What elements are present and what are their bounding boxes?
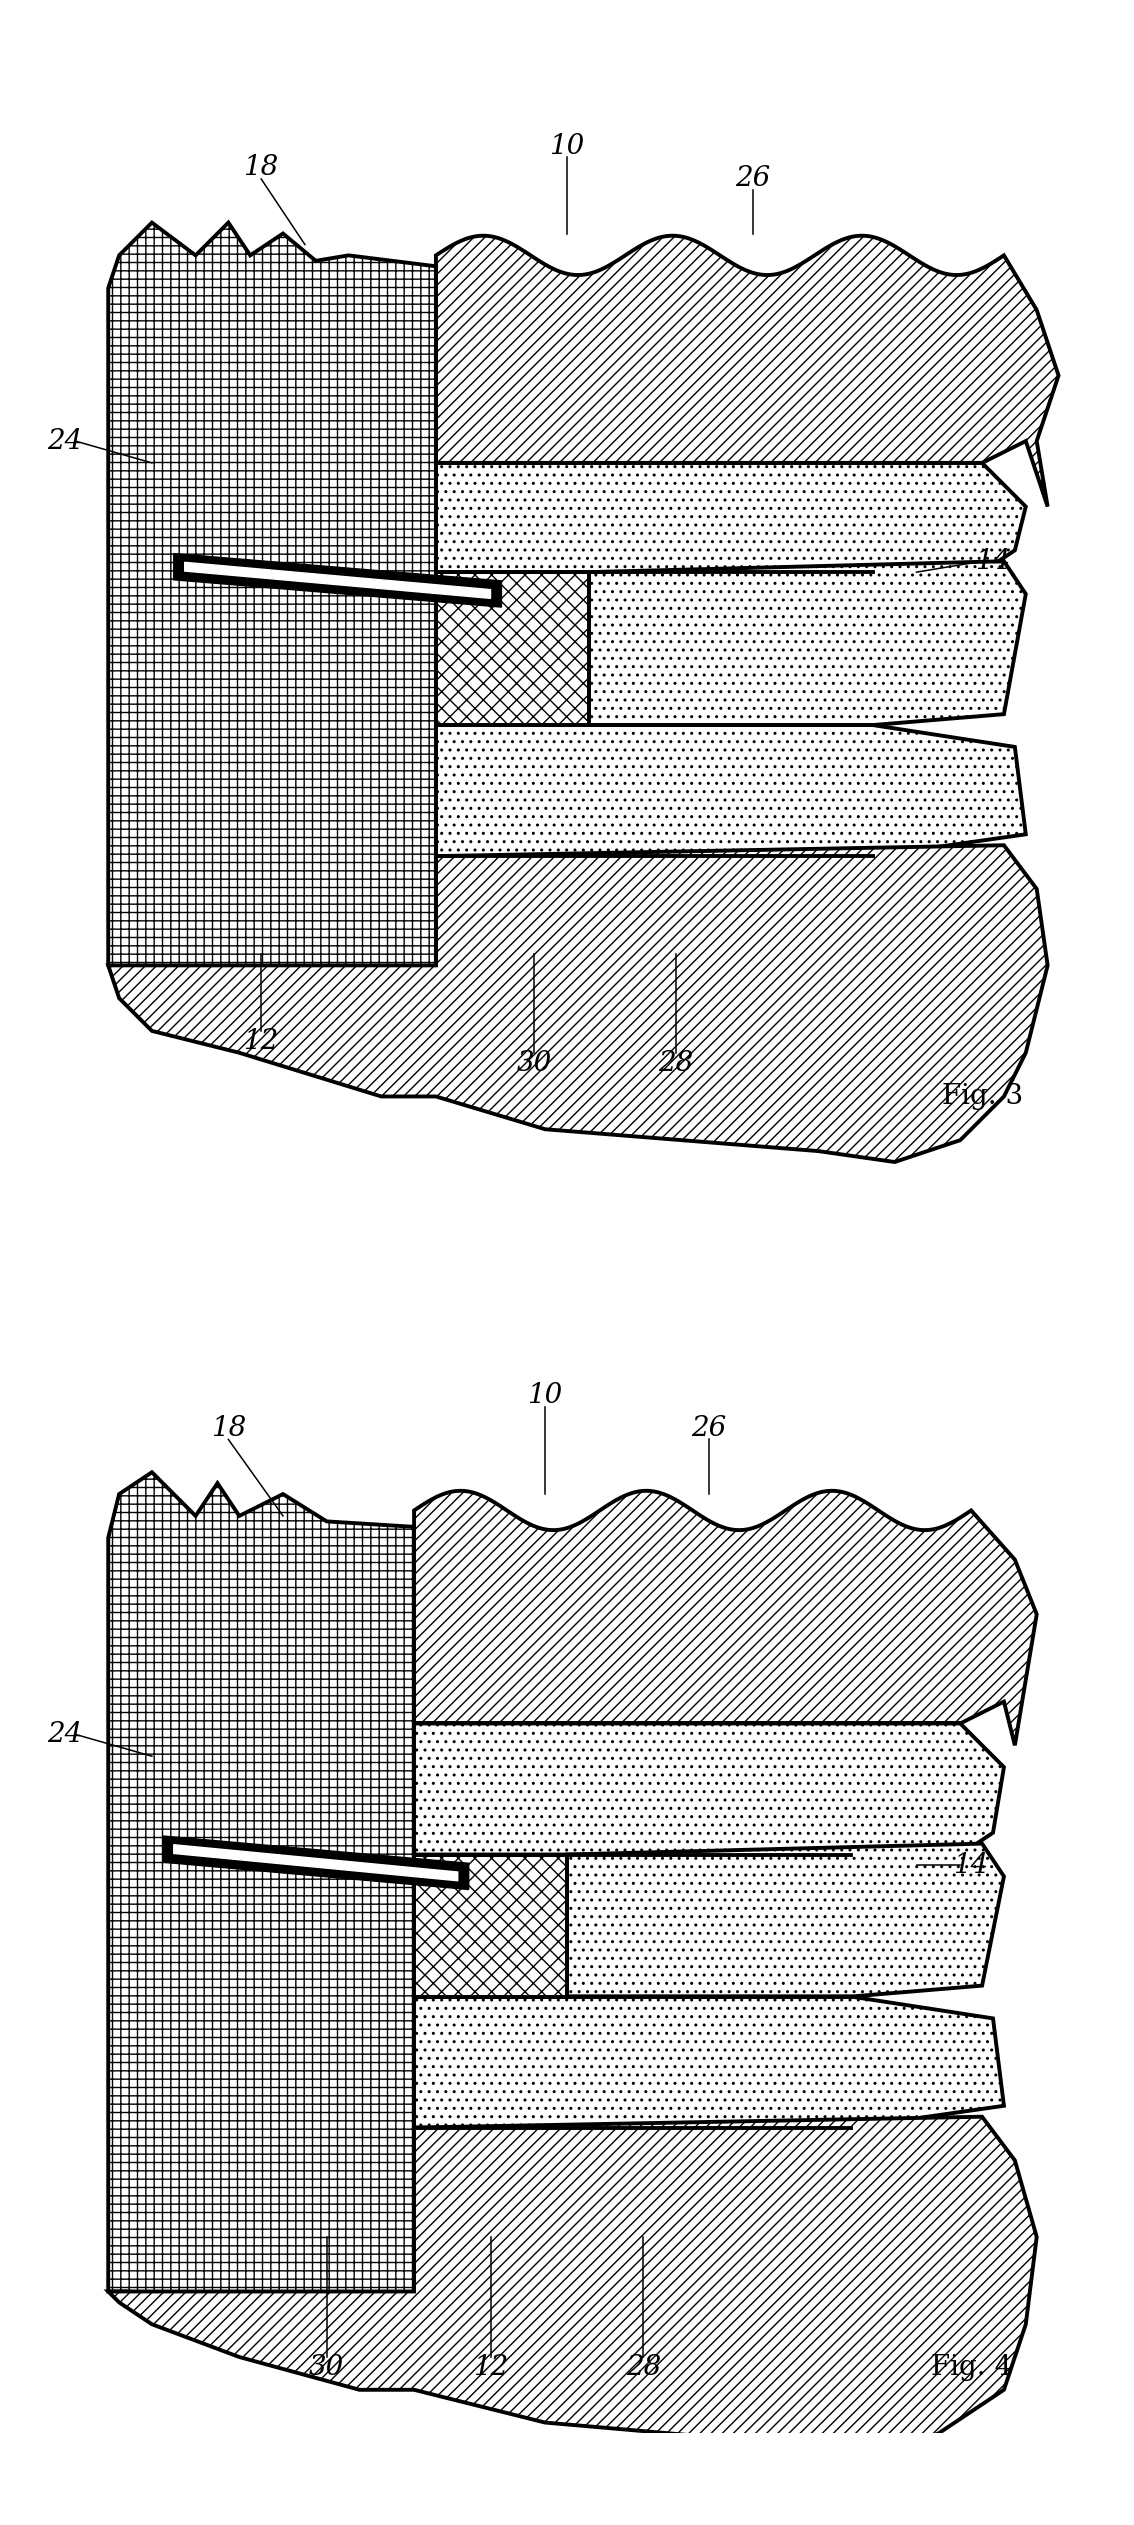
Text: 30: 30 (310, 2353, 345, 2381)
Text: 24: 24 (46, 427, 82, 454)
Polygon shape (435, 462, 1026, 573)
Polygon shape (414, 1853, 567, 1997)
Text: 18: 18 (244, 154, 279, 182)
Text: 12: 12 (244, 1028, 279, 1055)
Text: 26: 26 (692, 1414, 727, 1442)
Text: 28: 28 (626, 2353, 661, 2381)
Text: 10: 10 (549, 134, 585, 159)
Polygon shape (174, 1846, 458, 1881)
Polygon shape (435, 573, 589, 725)
Text: 14: 14 (975, 548, 1010, 576)
Polygon shape (435, 235, 1058, 508)
Polygon shape (185, 563, 491, 598)
Polygon shape (414, 1725, 1004, 1853)
Text: 30: 30 (517, 1050, 552, 1078)
Polygon shape (108, 846, 1048, 1162)
Polygon shape (108, 1472, 414, 2323)
Text: 18: 18 (211, 1414, 246, 1442)
Polygon shape (108, 222, 435, 1030)
Polygon shape (414, 1490, 1036, 1745)
Polygon shape (414, 1997, 1004, 2129)
Text: Fig. 3: Fig. 3 (941, 1083, 1023, 1111)
Text: 28: 28 (659, 1050, 694, 1078)
Polygon shape (174, 553, 501, 606)
Text: Fig. 4: Fig. 4 (931, 2353, 1012, 2381)
Polygon shape (163, 1836, 468, 1889)
Polygon shape (567, 1843, 1004, 1997)
Text: 10: 10 (527, 1381, 562, 1409)
Text: 14: 14 (954, 1851, 989, 1879)
Text: 12: 12 (473, 2353, 508, 2381)
Polygon shape (589, 561, 1026, 725)
Text: 24: 24 (46, 1722, 82, 1747)
Text: 26: 26 (735, 167, 770, 192)
Polygon shape (108, 2116, 1036, 2454)
Polygon shape (435, 725, 1026, 856)
